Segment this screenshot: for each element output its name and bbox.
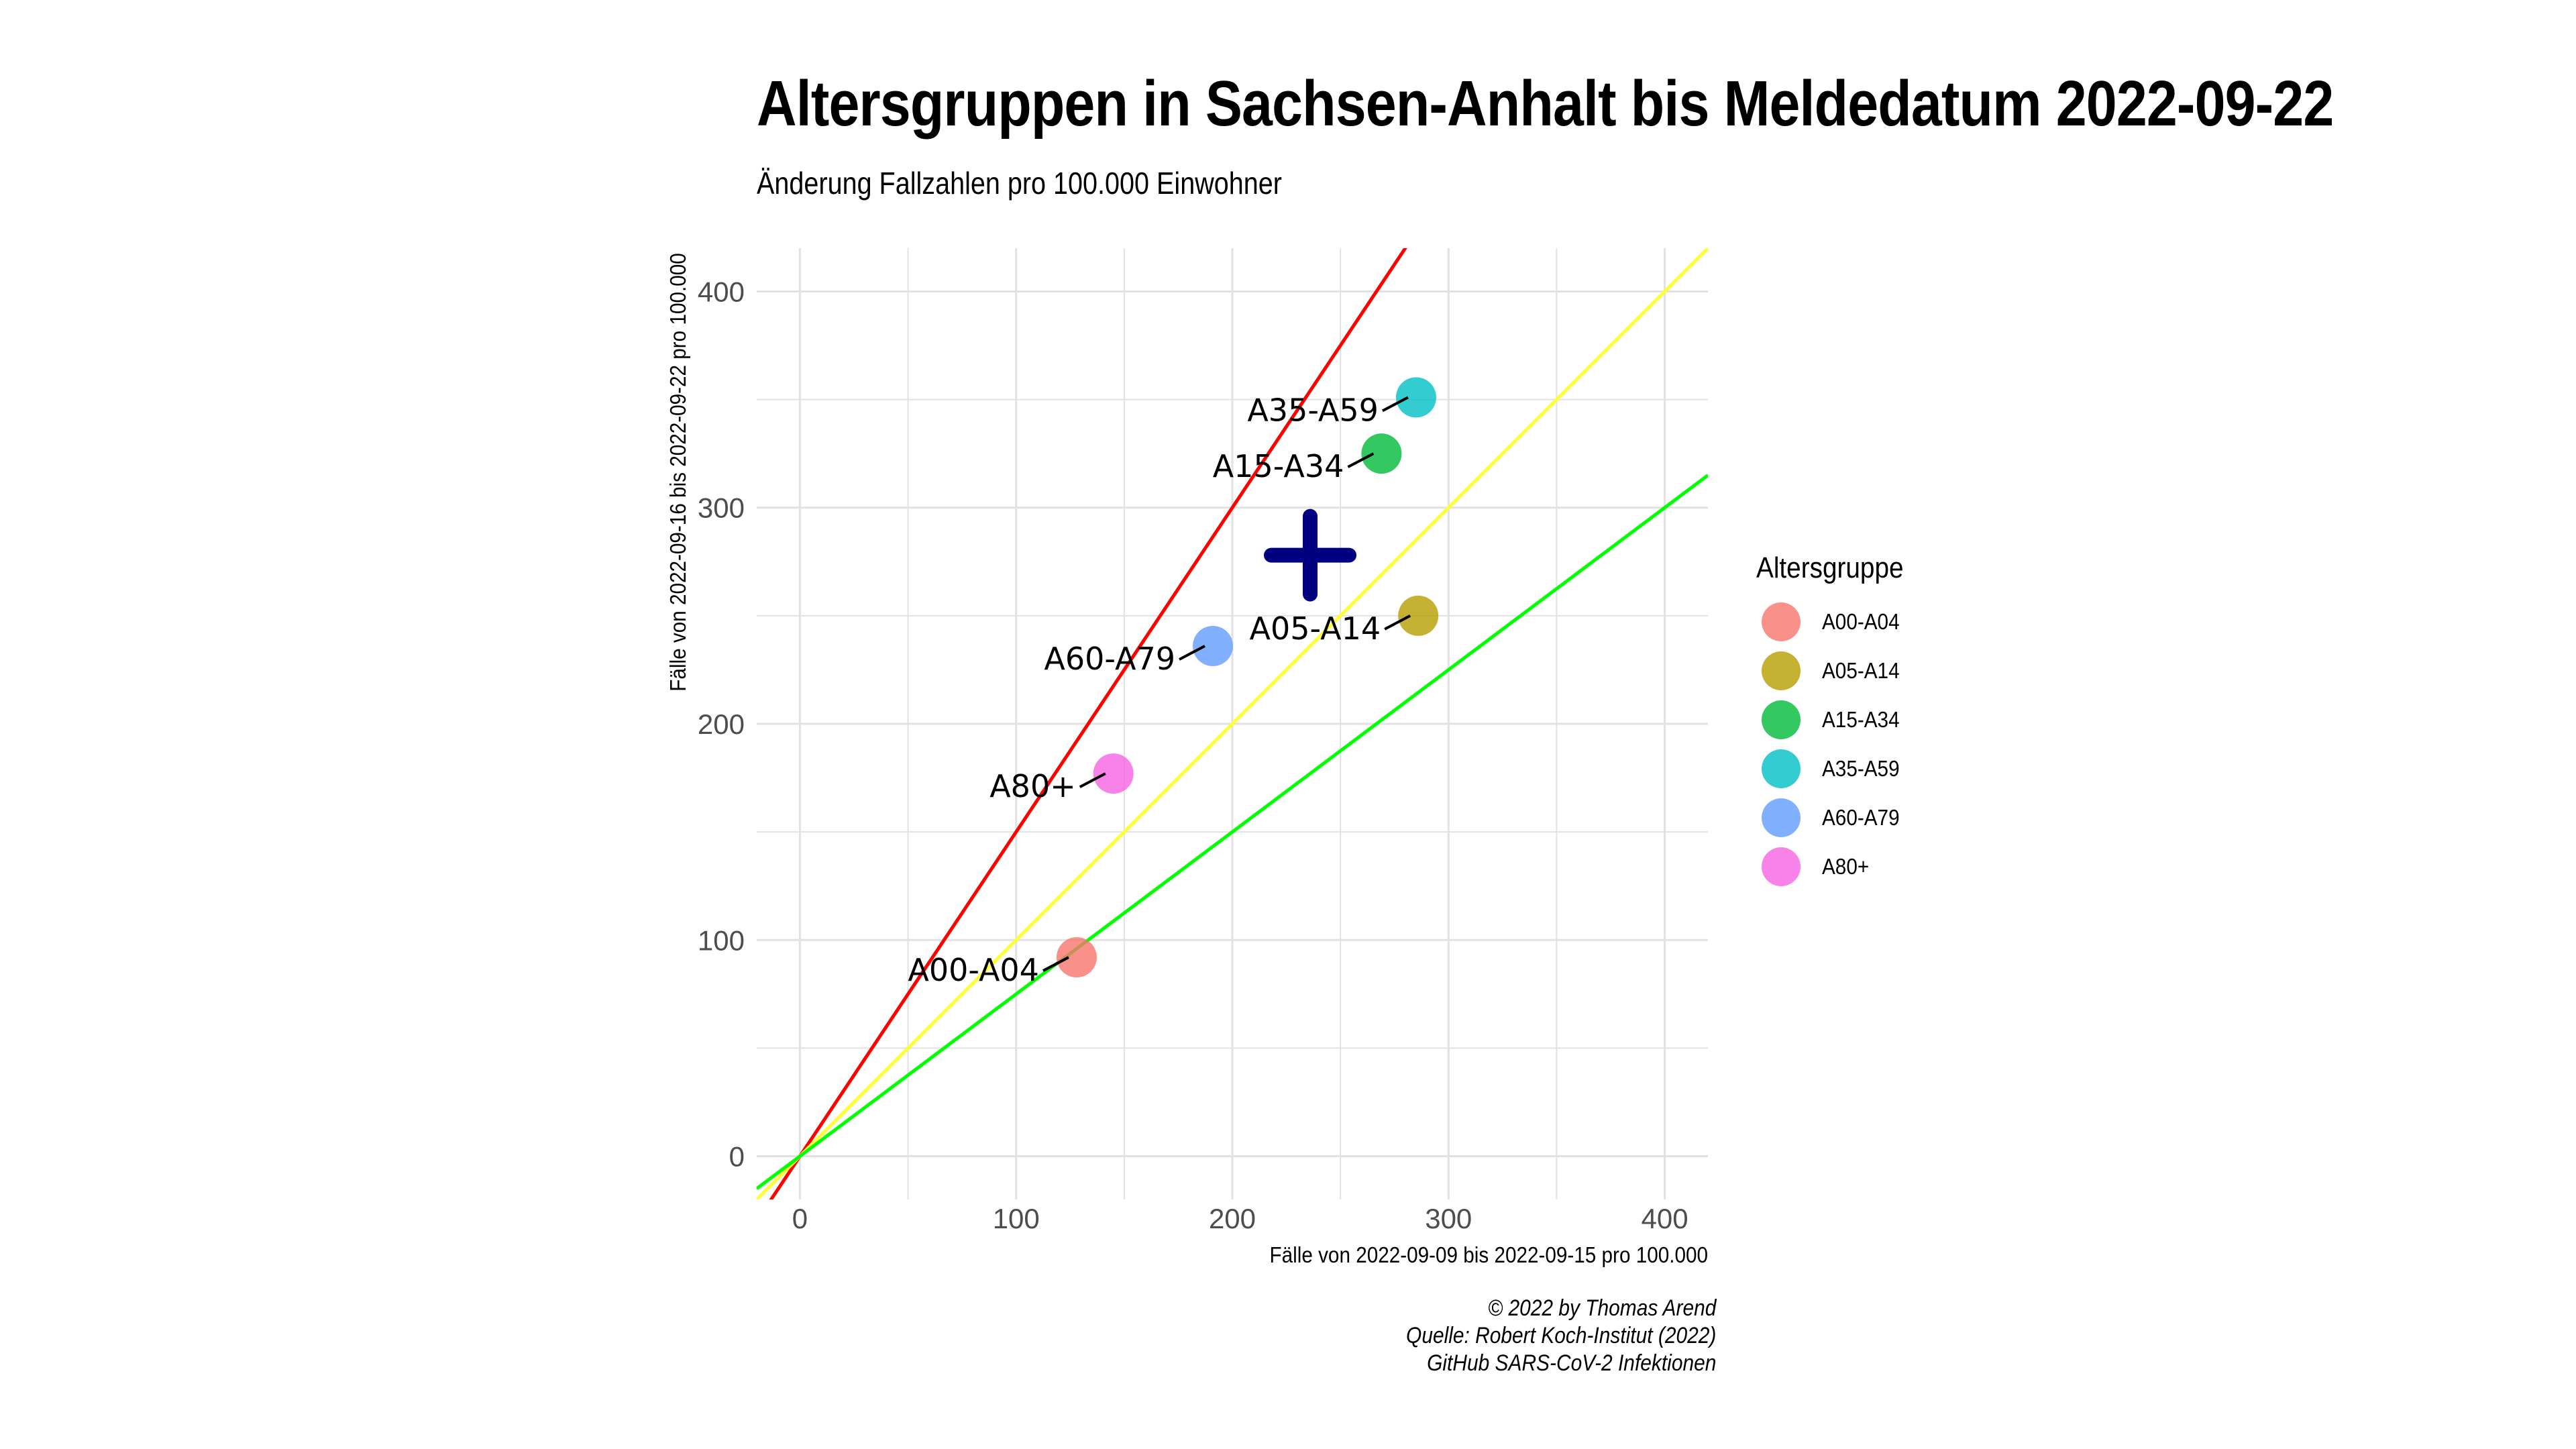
x-tick-200: 200: [1209, 1203, 1256, 1234]
axis-ticks: 0 100 200 300 400 0 100 200 300 400: [698, 276, 1688, 1234]
legend-item-A80+: A80+: [1756, 842, 1923, 891]
reference-line-2: [757, 474, 1708, 1190]
leader-line-A05-A14: [1384, 614, 1411, 631]
legend-swatch: [1762, 700, 1801, 739]
legend-swatch: [1762, 847, 1801, 886]
legend-items: A00-A04 A05-A14 A15-A34 A35-A59 A60-A79 A80+: [1756, 597, 1923, 891]
legend-label: A00-A04: [1822, 608, 1900, 634]
legend-item-A05-A14: A05-A14: [1756, 646, 1923, 695]
point-label-A00-A04: A00-A04: [908, 952, 1039, 988]
point-A15-A34: [1361, 433, 1402, 474]
legend-label: A60-A79: [1822, 804, 1900, 830]
legend-swatch: [1762, 798, 1801, 837]
point-A05-A14: [1398, 595, 1439, 636]
point-label-A60-A79: A60-A79: [1044, 641, 1175, 677]
point-A60-A79: [1192, 625, 1233, 666]
legend-swatch: [1762, 602, 1801, 641]
point-label-A05-A14: A05-A14: [1250, 610, 1381, 647]
y-tick-300: 300: [698, 492, 745, 524]
point-A00-A04: [1056, 937, 1097, 978]
data-points: [1056, 377, 1439, 978]
y-tick-400: 400: [698, 276, 745, 307]
chart-title: Altersgruppen in Sachsen-Anhalt bis Meld…: [757, 68, 2334, 140]
y-tick-200: 200: [698, 708, 745, 740]
legend-item-A60-A79: A60-A79: [1756, 793, 1923, 842]
legend-item-A15-A34: A15-A34: [1756, 695, 1923, 744]
caption-line-copyright: © 2022 by Thomas Arend: [1487, 1295, 1716, 1321]
legend: Altersgruppe A00-A04 A05-A14 A15-A34 A35-A5…: [1756, 551, 1923, 891]
y-tick-0: 0: [729, 1141, 745, 1173]
legend-label: A05-A14: [1822, 657, 1900, 683]
y-axis-label: Fälle von 2022-09-16 bis 2022-09-22 pro …: [666, 253, 691, 691]
legend-swatch: [1762, 651, 1801, 690]
leader-line-A60-A79: [1179, 645, 1205, 661]
point-A35-A59: [1395, 377, 1436, 418]
reference-lines: [757, 248, 1708, 1199]
x-axis-label: Fälle von 2022-09-09 bis 2022-09-15 pro …: [1270, 1243, 1708, 1268]
point-label-A80+: A80+: [989, 768, 1076, 804]
point-label-A15-A34: A15-A34: [1213, 448, 1344, 484]
leader-line-A80+: [1079, 772, 1106, 788]
caption-line-source: Quelle: Robert Koch-Institut (2022): [1405, 1323, 1716, 1348]
legend-swatch: [1762, 749, 1801, 788]
legend-label: A35-A59: [1822, 755, 1900, 781]
leader-line-A15-A34: [1347, 452, 1375, 468]
legend-item-A35-A59: A35-A59: [1756, 744, 1923, 793]
reference-line-0: [769, 248, 1407, 1199]
mean-cross-marker: [1264, 508, 1357, 602]
x-tick-100: 100: [993, 1203, 1040, 1234]
caption: © 2022 by Thomas Arend Quelle: Robert Ko…: [1364, 1295, 1716, 1377]
point-A80+: [1093, 753, 1134, 794]
legend-label: A80+: [1822, 853, 1870, 879]
point-labels: A00-A04 A05-A14 A15-A34 A35-A59 A60-A79 A80+: [908, 392, 1411, 988]
chart-subtitle: Änderung Fallzahlen pro 100.000 Einwohne…: [757, 166, 1282, 201]
point-label-A35-A59: A35-A59: [1247, 392, 1379, 428]
legend-title: Altersgruppe: [1756, 551, 1904, 584]
reference-line-1: [757, 248, 1708, 1199]
leader-line-A00-A04: [1042, 956, 1069, 972]
x-tick-0: 0: [792, 1203, 808, 1234]
caption-line-github: GitHub SARS-CoV-2 Infektionen: [1426, 1350, 1716, 1376]
legend-label: A15-A34: [1822, 706, 1900, 732]
legend-item-A00-A04: A00-A04: [1756, 597, 1923, 646]
x-tick-300: 300: [1425, 1203, 1472, 1234]
x-tick-400: 400: [1642, 1203, 1688, 1234]
leader-line-A35-A59: [1382, 396, 1409, 413]
y-tick-100: 100: [698, 924, 745, 956]
